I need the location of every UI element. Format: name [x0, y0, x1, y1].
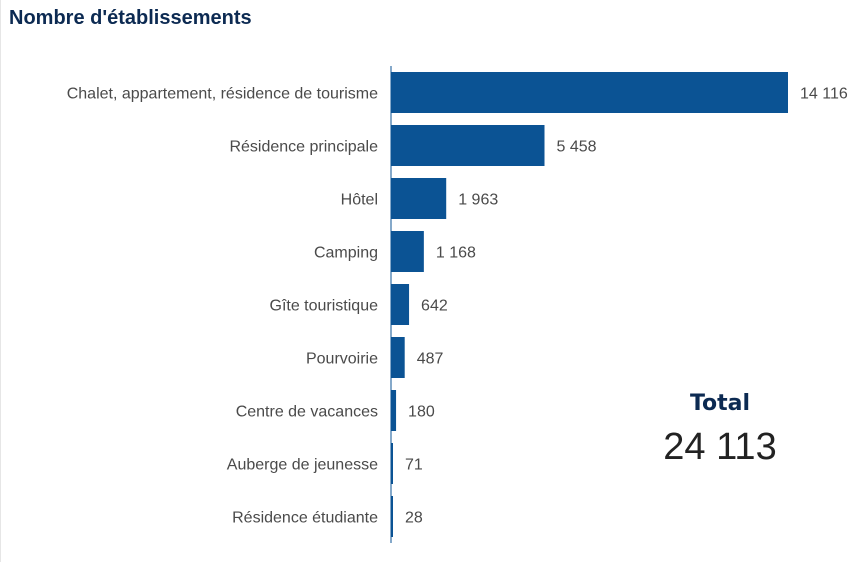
value-label: 71 [405, 457, 423, 474]
value-label: 1 963 [458, 192, 498, 209]
value-label: 1 168 [436, 245, 476, 262]
category-label: Gîte touristique [270, 298, 379, 315]
total-card: Total 24 113 [620, 391, 820, 469]
value-label: 14 116 [800, 86, 848, 103]
category-label: Chalet, appartement, résidence de touris… [67, 86, 378, 103]
bar[interactable] [391, 178, 447, 219]
value-label: 487 [417, 351, 444, 368]
value-label: 180 [408, 404, 435, 421]
bar[interactable] [391, 443, 393, 484]
bar[interactable] [391, 496, 393, 537]
total-value: 24 113 [663, 426, 777, 468]
category-label: Camping [314, 245, 378, 262]
category-label: Auberge de jeunesse [227, 457, 378, 474]
bar[interactable] [391, 390, 397, 431]
category-label: Résidence principale [229, 139, 378, 156]
category-label: Résidence étudiante [232, 510, 378, 527]
bar[interactable] [391, 125, 545, 166]
bars: Chalet, appartement, résidence de touris… [67, 72, 848, 537]
category-label: Pourvoirie [306, 351, 378, 368]
value-label: 28 [405, 510, 423, 527]
left-border [0, 0, 1, 562]
chart-title: Nombre d'établissements [9, 7, 252, 29]
category-label: Hôtel [341, 192, 378, 209]
bar[interactable] [391, 284, 410, 325]
value-label: 5 458 [557, 139, 597, 156]
bar[interactable] [391, 231, 424, 272]
total-label: Total [689, 391, 751, 416]
value-label: 642 [421, 298, 448, 315]
bar[interactable] [391, 72, 788, 113]
category-label: Centre de vacances [236, 404, 378, 421]
bar[interactable] [391, 337, 405, 378]
